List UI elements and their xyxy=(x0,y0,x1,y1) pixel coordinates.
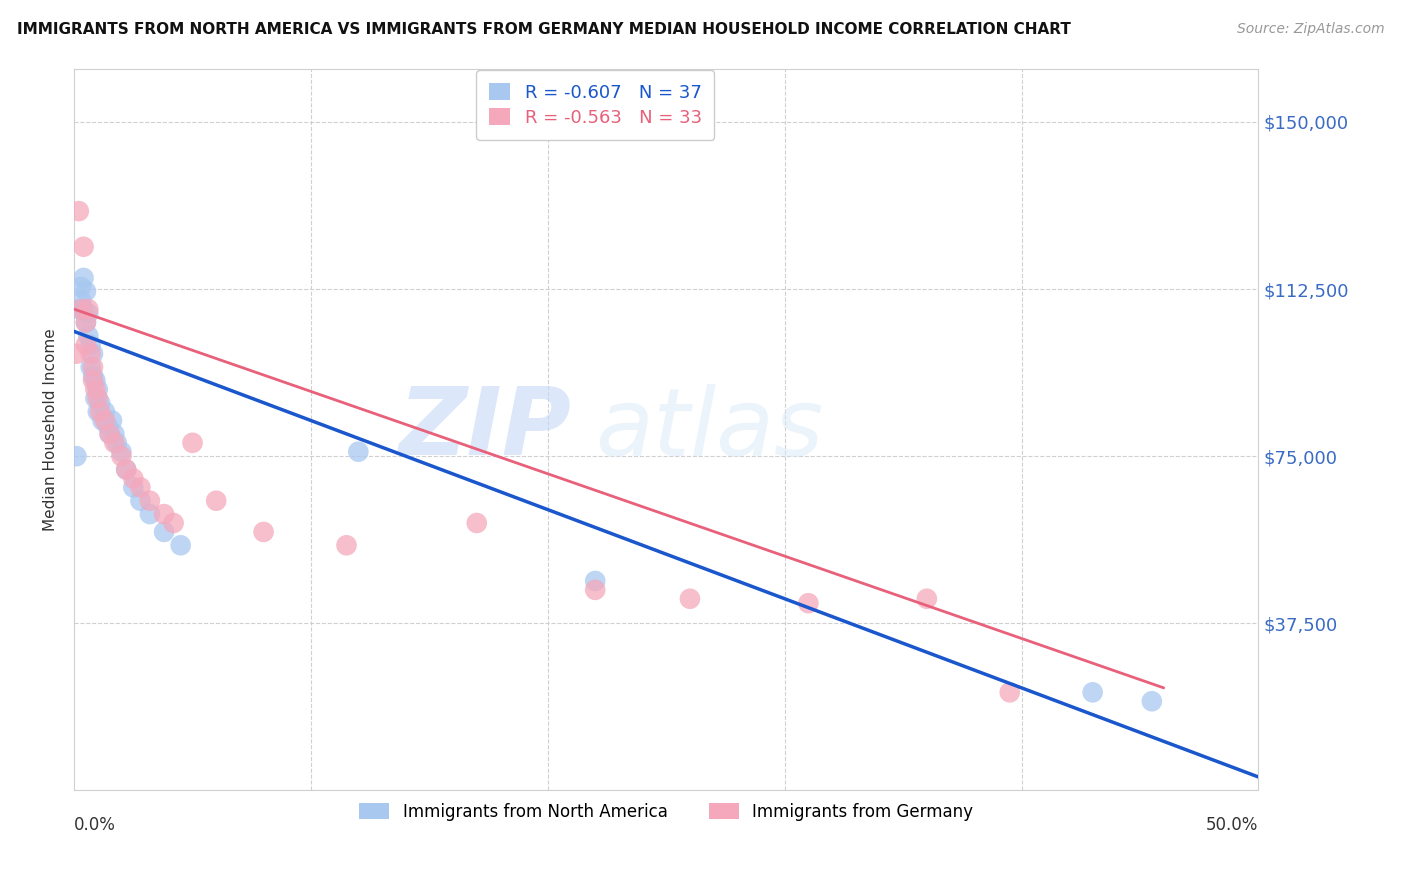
Point xyxy=(82,373,104,387)
Point xyxy=(75,316,97,330)
Point xyxy=(465,516,488,530)
Point xyxy=(110,449,132,463)
Point xyxy=(77,307,100,321)
Point xyxy=(153,507,176,521)
Point xyxy=(65,449,87,463)
Point xyxy=(797,596,820,610)
Point xyxy=(110,444,132,458)
Point xyxy=(87,404,110,418)
Point xyxy=(122,480,145,494)
Point xyxy=(1140,694,1163,708)
Point xyxy=(87,382,110,396)
Point xyxy=(79,347,101,361)
Text: atlas: atlas xyxy=(595,384,824,475)
Point xyxy=(89,395,111,409)
Point xyxy=(170,538,193,552)
Point xyxy=(101,413,124,427)
Point xyxy=(129,493,152,508)
Point xyxy=(122,471,145,485)
Legend: Immigrants from North America, Immigrants from Germany: Immigrants from North America, Immigrant… xyxy=(352,794,981,829)
Point xyxy=(915,591,938,606)
Point xyxy=(72,302,94,317)
Point xyxy=(94,413,117,427)
Point xyxy=(67,204,90,219)
Point xyxy=(75,338,97,352)
Text: ZIP: ZIP xyxy=(399,384,571,475)
Text: IMMIGRANTS FROM NORTH AMERICA VS IMMIGRANTS FROM GERMANY MEDIAN HOUSEHOLD INCOME: IMMIGRANTS FROM NORTH AMERICA VS IMMIGRA… xyxy=(17,22,1071,37)
Text: Source: ZipAtlas.com: Source: ZipAtlas.com xyxy=(1237,22,1385,37)
Point xyxy=(347,444,370,458)
Y-axis label: Median Household Income: Median Household Income xyxy=(44,328,58,531)
Point xyxy=(96,417,118,432)
Text: 0.0%: 0.0% xyxy=(75,815,115,834)
Text: 50.0%: 50.0% xyxy=(1206,815,1258,834)
Point xyxy=(84,391,107,405)
Point xyxy=(82,360,104,375)
Point xyxy=(583,574,606,588)
Point xyxy=(82,368,104,383)
Point xyxy=(70,302,93,317)
Point xyxy=(105,435,128,450)
Point xyxy=(335,538,357,552)
Point xyxy=(75,316,97,330)
Point xyxy=(84,373,107,387)
Point xyxy=(77,302,100,317)
Point xyxy=(679,591,702,606)
Point xyxy=(1081,685,1104,699)
Point xyxy=(205,493,228,508)
Point xyxy=(103,426,125,441)
Point xyxy=(75,285,97,299)
Point xyxy=(94,404,117,418)
Point xyxy=(115,462,138,476)
Point xyxy=(72,240,94,254)
Point xyxy=(79,360,101,375)
Point xyxy=(181,435,204,450)
Point xyxy=(98,426,121,441)
Point xyxy=(139,507,162,521)
Point xyxy=(91,413,114,427)
Point xyxy=(139,493,162,508)
Point xyxy=(162,516,184,530)
Point xyxy=(72,271,94,285)
Point xyxy=(65,347,87,361)
Point xyxy=(103,435,125,450)
Point xyxy=(77,329,100,343)
Point xyxy=(67,302,90,317)
Point xyxy=(70,293,93,308)
Point xyxy=(153,524,176,539)
Point xyxy=(70,280,93,294)
Point xyxy=(82,347,104,361)
Point xyxy=(115,462,138,476)
Point xyxy=(583,582,606,597)
Point xyxy=(84,382,107,396)
Point xyxy=(129,480,152,494)
Point xyxy=(87,391,110,405)
Point xyxy=(98,426,121,441)
Point xyxy=(79,338,101,352)
Point xyxy=(89,404,111,418)
Point xyxy=(998,685,1021,699)
Point xyxy=(252,524,274,539)
